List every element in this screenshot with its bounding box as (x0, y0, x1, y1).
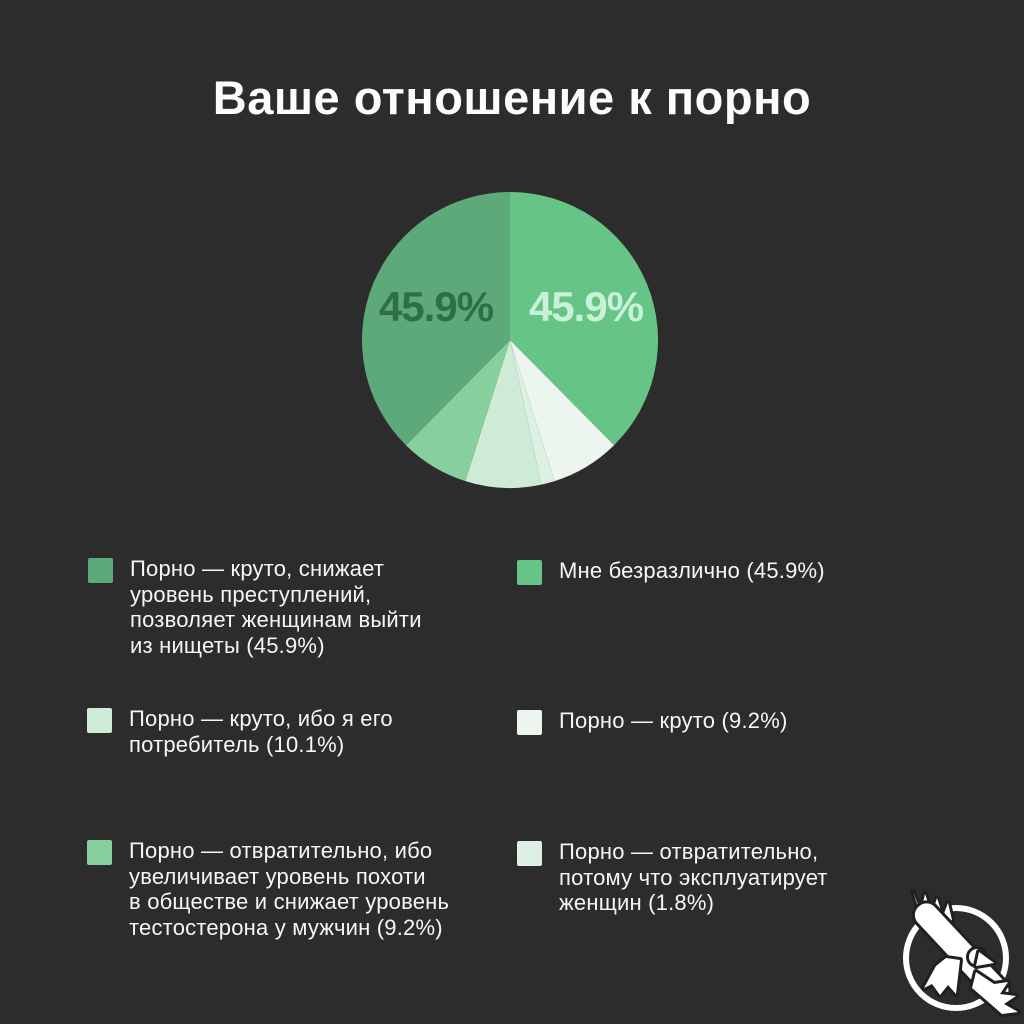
pie-slice (465, 340, 542, 489)
pie-chart (362, 192, 658, 489)
pie-chart-area: 45.9% 45.9% (352, 182, 668, 498)
legend-item: Порно — круто, ибо я его потребитель (10… (87, 706, 393, 757)
legend-label: Порно — круто, снижает уровень преступле… (130, 556, 422, 658)
pie-value-label-left: 45.9% (378, 283, 494, 330)
legend-item: Порно — круто, снижает уровень преступле… (88, 556, 422, 658)
bird-silhouette-icon (910, 889, 1021, 1017)
legend-swatch (88, 558, 113, 583)
pie-slice (362, 192, 510, 446)
legend-item: Порно — отвратительно, потому что эксплу… (517, 839, 828, 916)
pie-slice (510, 340, 615, 482)
legend-swatch (87, 708, 112, 733)
page-title: Ваше отношение к порно (212, 71, 812, 124)
pie-slice (405, 340, 510, 482)
pie-slice (510, 340, 555, 485)
logo-ring (903, 905, 1009, 1011)
bird-logo (903, 889, 1021, 1017)
pie-value-label-right: 45.9% (528, 283, 644, 330)
legend-swatch (517, 560, 542, 585)
legend-label: Порно — круто, ибо я его потребитель (10… (129, 706, 393, 757)
pie-slice (510, 192, 658, 446)
legend-label: Порно — отвратительно, потому что эксплу… (559, 839, 828, 915)
legend-label: Порно — отвратительно, ибо увеличивает у… (129, 838, 450, 940)
legend-label: Порно — круто (9.2%) (559, 708, 788, 733)
legend-item: Порно — отвратительно, ибо увеличивает у… (87, 838, 449, 940)
legend-item: Порно — круто (9.2%) (517, 708, 787, 735)
legend-label: Мне безразлично (45.9%) (559, 558, 825, 583)
legend-item: Мне безразлично (45.9%) (517, 558, 825, 585)
legend-swatch (517, 841, 542, 866)
legend-swatch (87, 840, 112, 865)
legend-swatch (517, 710, 542, 735)
